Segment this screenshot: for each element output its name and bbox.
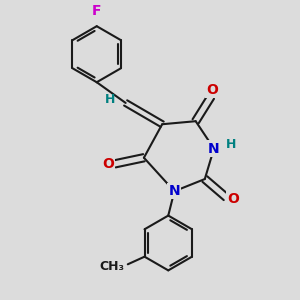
Text: N: N	[208, 142, 220, 156]
Text: O: O	[102, 157, 114, 171]
Text: H: H	[105, 93, 115, 106]
Text: CH₃: CH₃	[99, 260, 124, 273]
Text: N: N	[169, 184, 180, 198]
Text: O: O	[206, 83, 218, 97]
Text: F: F	[92, 4, 101, 18]
Text: H: H	[226, 137, 236, 151]
Text: O: O	[227, 192, 239, 206]
